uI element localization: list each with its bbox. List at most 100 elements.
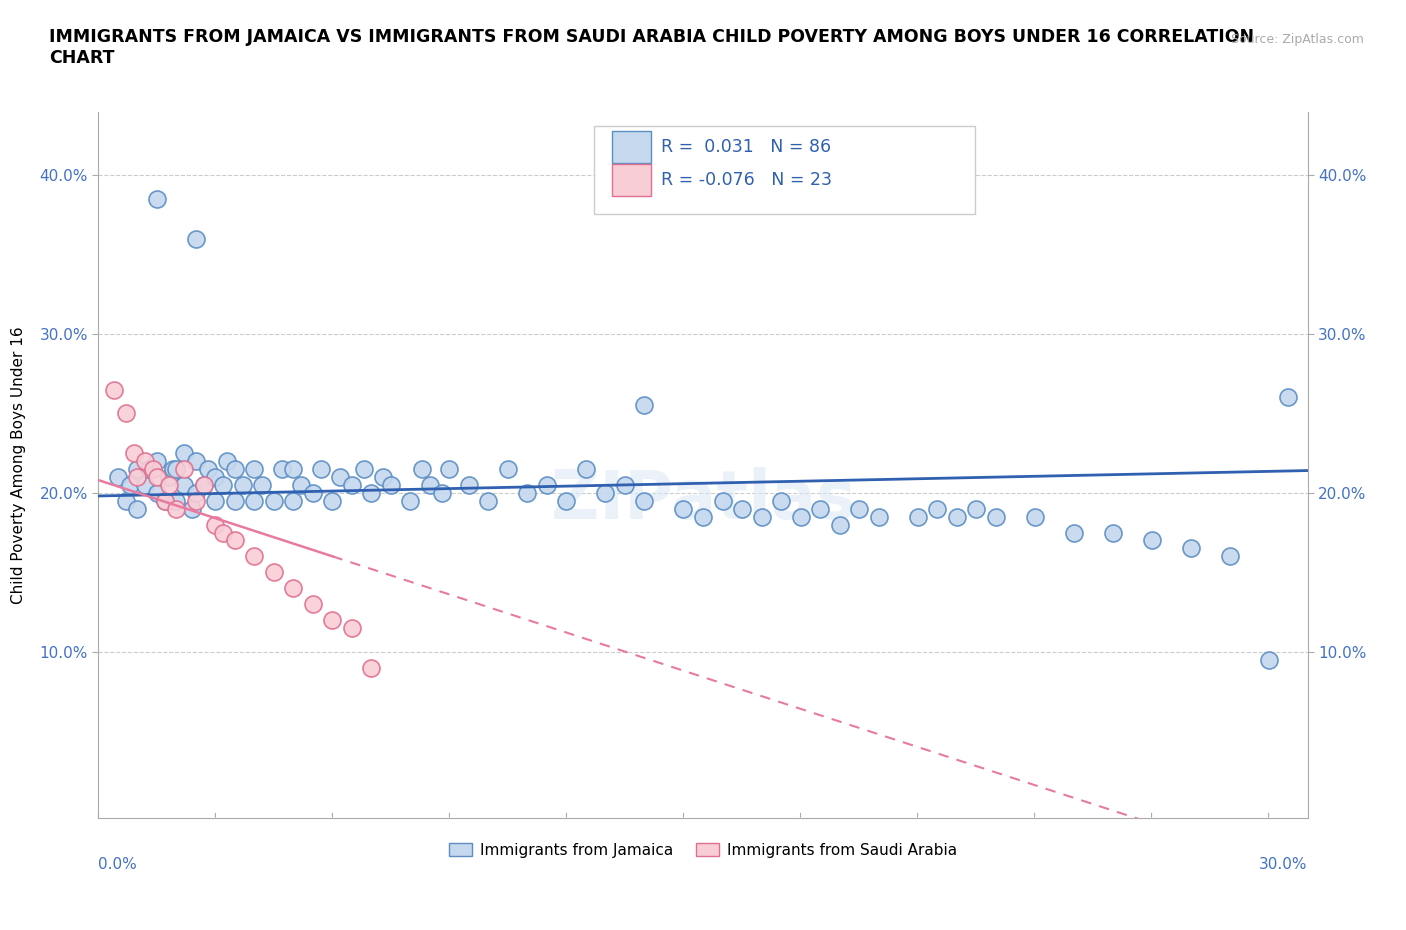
Point bbox=[181, 501, 204, 516]
Text: ZIPatlas: ZIPatlas bbox=[551, 468, 855, 533]
Point bbox=[243, 493, 266, 508]
Point bbox=[224, 533, 246, 548]
Point bbox=[399, 493, 422, 508]
Point bbox=[321, 613, 343, 628]
Point bbox=[224, 461, 246, 476]
Point bbox=[252, 477, 274, 492]
Text: Source: ZipAtlas.com: Source: ZipAtlas.com bbox=[1230, 33, 1364, 46]
Point bbox=[127, 501, 149, 516]
Y-axis label: Child Poverty Among Boys Under 16: Child Poverty Among Boys Under 16 bbox=[11, 326, 25, 604]
Point bbox=[173, 477, 195, 492]
Point bbox=[1277, 390, 1299, 405]
Point bbox=[321, 493, 343, 508]
Text: R = -0.076   N = 23: R = -0.076 N = 23 bbox=[661, 171, 832, 189]
Point bbox=[232, 477, 254, 492]
Point bbox=[945, 510, 967, 525]
Point bbox=[672, 501, 695, 516]
Point bbox=[138, 461, 160, 476]
Point bbox=[193, 477, 215, 492]
Point bbox=[243, 549, 266, 564]
FancyBboxPatch shape bbox=[613, 131, 651, 163]
Point bbox=[283, 580, 305, 595]
Point bbox=[212, 525, 235, 540]
Point bbox=[731, 501, 754, 516]
Point bbox=[146, 454, 169, 469]
Point bbox=[146, 470, 169, 485]
Point bbox=[340, 477, 363, 492]
Point bbox=[575, 461, 598, 476]
Point bbox=[439, 461, 461, 476]
Point bbox=[1140, 533, 1163, 548]
Point bbox=[165, 461, 187, 476]
FancyBboxPatch shape bbox=[595, 126, 976, 214]
Point bbox=[516, 485, 538, 500]
Point bbox=[633, 493, 655, 508]
Point bbox=[224, 493, 246, 508]
Point bbox=[868, 510, 890, 525]
Point bbox=[711, 493, 734, 508]
Point bbox=[309, 461, 332, 476]
Point bbox=[302, 596, 325, 611]
Point bbox=[165, 493, 187, 508]
Point bbox=[114, 493, 136, 508]
Point bbox=[360, 660, 382, 675]
Point bbox=[496, 461, 519, 476]
Point bbox=[373, 470, 395, 485]
Point bbox=[134, 477, 156, 492]
Point bbox=[197, 461, 219, 476]
Point bbox=[193, 477, 215, 492]
Point bbox=[458, 477, 481, 492]
Point bbox=[302, 485, 325, 500]
Point bbox=[134, 454, 156, 469]
Point bbox=[184, 485, 207, 500]
Point bbox=[1257, 652, 1279, 667]
Point bbox=[212, 477, 235, 492]
Point bbox=[146, 192, 169, 206]
Point bbox=[283, 461, 305, 476]
Legend: Immigrants from Jamaica, Immigrants from Saudi Arabia: Immigrants from Jamaica, Immigrants from… bbox=[443, 836, 963, 864]
Point bbox=[419, 477, 441, 492]
Point bbox=[204, 493, 226, 508]
Point bbox=[270, 461, 292, 476]
Point bbox=[848, 501, 870, 516]
Point bbox=[536, 477, 558, 492]
Point bbox=[157, 477, 180, 492]
Point bbox=[828, 517, 851, 532]
Point bbox=[107, 470, 129, 485]
Point bbox=[1024, 510, 1046, 525]
Point bbox=[263, 565, 285, 579]
Point bbox=[103, 382, 125, 397]
Point bbox=[153, 493, 176, 508]
Point bbox=[142, 461, 165, 476]
Point bbox=[290, 477, 312, 492]
Text: 30.0%: 30.0% bbox=[1260, 857, 1308, 872]
Point bbox=[184, 454, 207, 469]
Point bbox=[907, 510, 929, 525]
Point bbox=[157, 470, 180, 485]
Point bbox=[808, 501, 831, 516]
Point bbox=[162, 461, 184, 476]
Point bbox=[173, 445, 195, 460]
Point bbox=[173, 461, 195, 476]
Point bbox=[353, 461, 375, 476]
Point bbox=[184, 493, 207, 508]
Point bbox=[751, 510, 773, 525]
Point bbox=[360, 485, 382, 500]
Point bbox=[118, 477, 141, 492]
Point bbox=[789, 510, 811, 525]
Point bbox=[925, 501, 948, 516]
Point bbox=[692, 510, 714, 525]
Point bbox=[411, 461, 433, 476]
Text: R =  0.031   N = 86: R = 0.031 N = 86 bbox=[661, 138, 831, 156]
Point bbox=[1180, 541, 1202, 556]
Point bbox=[595, 485, 617, 500]
Point bbox=[614, 477, 637, 492]
Point bbox=[329, 470, 352, 485]
Point bbox=[1101, 525, 1123, 540]
Point bbox=[122, 445, 145, 460]
Point bbox=[184, 232, 207, 246]
Point bbox=[477, 493, 499, 508]
FancyBboxPatch shape bbox=[613, 164, 651, 196]
Point bbox=[263, 493, 285, 508]
Point bbox=[283, 493, 305, 508]
